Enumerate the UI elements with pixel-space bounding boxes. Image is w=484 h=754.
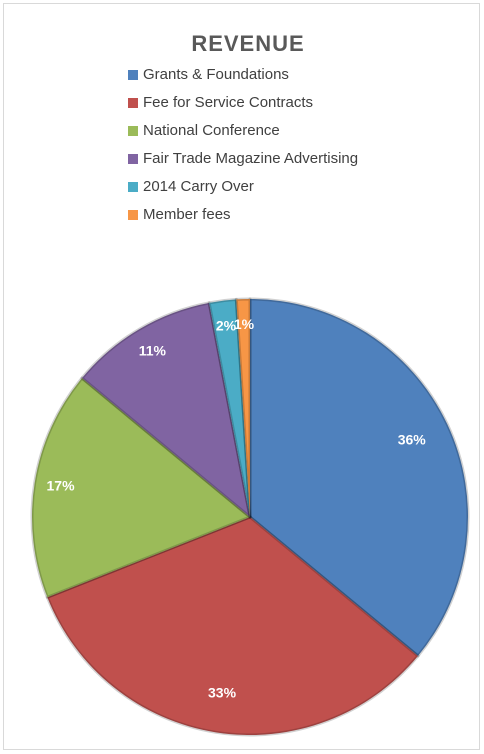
pie-slice <box>234 297 252 519</box>
legend-label: 2014 Carry Over <box>143 178 254 195</box>
legend-label: Member fees <box>143 206 231 223</box>
pie-slice <box>248 297 470 658</box>
legend-swatch <box>128 182 138 192</box>
pie-slice <box>80 301 252 519</box>
chart-title: REVENUE <box>191 31 304 56</box>
pie-slice <box>207 297 252 519</box>
legend-label: Fair Trade Magazine Advertising <box>143 150 358 167</box>
legend-label: National Conference <box>143 122 280 139</box>
value-label: 2% <box>216 317 237 333</box>
legend-label: Grants & Foundations <box>143 66 289 83</box>
legend-swatch <box>128 98 138 108</box>
value-label: 1% <box>234 316 255 332</box>
legend-swatch <box>128 126 138 136</box>
legend-swatch <box>128 70 138 80</box>
legend-label: Fee for Service Contracts <box>143 94 313 111</box>
pie-slice <box>30 376 252 599</box>
value-label: 36% <box>398 432 427 448</box>
value-label: 17% <box>47 478 76 494</box>
legend-swatch <box>128 154 138 164</box>
value-label: 11% <box>139 343 167 359</box>
value-label: 33% <box>208 684 237 700</box>
legend-swatch <box>128 210 138 220</box>
pie-slice <box>45 515 420 737</box>
